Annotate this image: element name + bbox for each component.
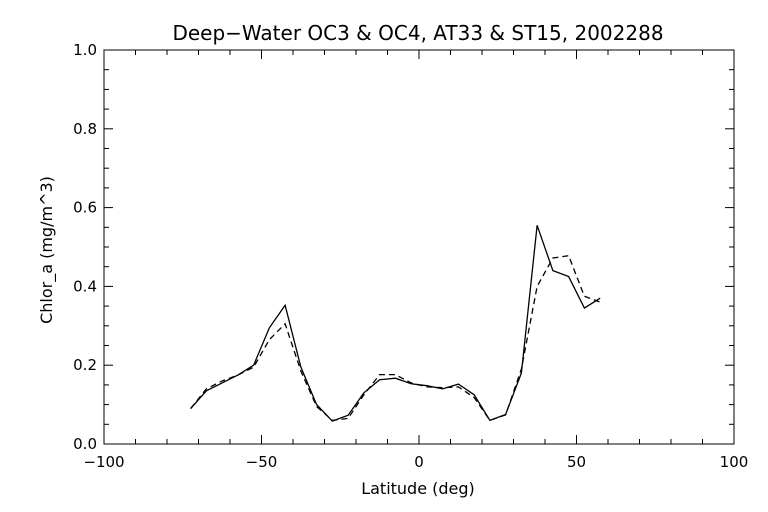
series-line-solid [190,225,601,422]
axis-tick-labels: −100 −50 0 50 100 0.0 0.2 0.4 0.6 0.8 1.0 [73,41,748,471]
series-line-dashed [190,254,601,422]
y-tick-label: 0.4 [73,277,97,295]
x-tick-label: 100 [720,453,749,471]
x-axis-label: Latitude (deg) [361,479,475,498]
series-layer [190,225,601,422]
y-tick-label: 0.2 [73,356,97,374]
y-tick-label: 0.6 [73,199,97,217]
y-tick-label: 0.8 [73,120,97,138]
x-tick-label: −50 [246,453,278,471]
y-tick-label: 0.0 [73,435,97,453]
axis-ticks [103,49,735,445]
x-tick-label: 50 [567,453,586,471]
x-tick-label: −100 [83,453,124,471]
y-tick-label: 1.0 [73,41,97,59]
chart-title: Deep−Water OC3 & OC4, AT33 & ST15, 20022… [172,21,663,45]
x-tick-label: 0 [414,453,424,471]
y-axis-label: Chlor_a (mg/m^3) [37,176,57,324]
